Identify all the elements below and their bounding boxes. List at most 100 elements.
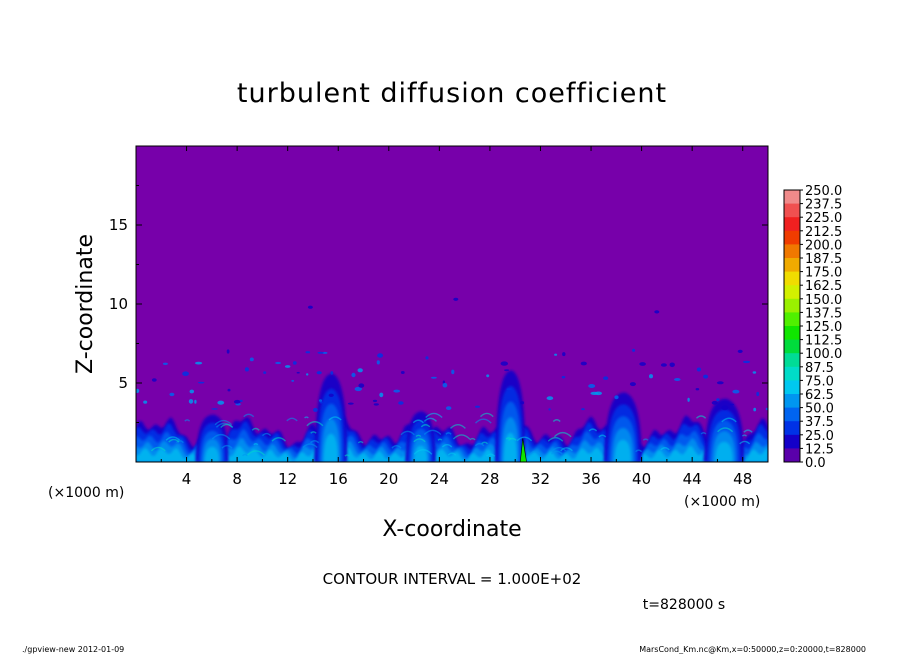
eddy-swirl xyxy=(437,438,443,441)
colorbar-label: 175.0 xyxy=(805,266,842,281)
turbulence-blob xyxy=(307,305,313,309)
eddy-swirl xyxy=(700,432,707,435)
colorbar-swatch xyxy=(784,366,800,381)
eddy-swirl xyxy=(447,452,457,456)
turbulence-blob xyxy=(639,362,646,366)
convective-plume xyxy=(614,439,631,462)
colorbar-swatch xyxy=(784,380,800,395)
turbulence-blob xyxy=(546,396,554,401)
plot-background xyxy=(136,146,768,462)
turbulence-blob xyxy=(319,401,323,404)
colorbar-label: 0.0 xyxy=(805,456,826,471)
eddy-swirl xyxy=(211,433,231,440)
colorbar-swatch xyxy=(784,271,800,286)
turbulence-blob xyxy=(590,391,599,395)
colorbar-label: 150.0 xyxy=(805,293,842,308)
turbulence-blob xyxy=(753,407,757,412)
turbulence-blob xyxy=(249,357,254,362)
eddy-swirl xyxy=(420,424,431,428)
eddy-swirl xyxy=(486,453,496,457)
eddy-swirl xyxy=(344,454,350,457)
colorbar-label: 100.0 xyxy=(805,347,842,362)
turbulence-blob xyxy=(453,297,459,301)
turbulence-blob xyxy=(400,371,405,374)
turbulence-blob xyxy=(737,349,743,353)
eddy-swirl xyxy=(412,419,424,424)
turbulence-blob xyxy=(506,388,512,390)
x-tick-label: 8 xyxy=(232,470,242,488)
eddy-swirl xyxy=(635,449,643,453)
colorbar-swatch xyxy=(784,244,800,259)
turbulence-blob xyxy=(284,365,291,368)
convective-plume xyxy=(204,446,220,462)
turbulence-blob xyxy=(696,367,702,372)
turbulence-blob xyxy=(379,392,384,398)
eddy-swirl xyxy=(516,436,533,442)
y-axis-label: Z-coordinate xyxy=(73,234,98,374)
turbulence-blob xyxy=(351,372,356,378)
turbulence-blob xyxy=(313,407,318,412)
turbulence-blob xyxy=(188,399,194,404)
eddy-swirl xyxy=(423,429,442,436)
eddy-swirl xyxy=(547,436,564,442)
time-label: t=828000 s xyxy=(643,597,725,613)
colorbar-label: 162.5 xyxy=(805,279,842,294)
eddy-swirl xyxy=(328,416,342,421)
eddy-swirl xyxy=(743,429,753,433)
colorbar: 250.0237.5225.0212.5200.0187.5175.0162.5… xyxy=(783,184,842,471)
convective-plume xyxy=(323,433,338,462)
eddy-swirl xyxy=(306,421,324,427)
turbulence-blob xyxy=(603,376,609,381)
x-tick-label: 28 xyxy=(480,470,499,488)
colorbar-label: 50.0 xyxy=(805,402,834,417)
colorbar-label: 25.0 xyxy=(805,429,834,444)
turbulence-blob xyxy=(732,389,740,394)
colorbar-label: 250.0 xyxy=(805,184,842,199)
eddy-swirl xyxy=(168,438,180,443)
eddy-swirl xyxy=(165,436,180,441)
turbulence-blob xyxy=(189,389,195,394)
turbulence-blob xyxy=(330,371,334,375)
eddy-swirl xyxy=(286,417,298,422)
eddy-swirl xyxy=(552,419,561,423)
colorbar-label: 200.0 xyxy=(805,238,842,253)
eddy-swirl xyxy=(425,412,443,419)
colorbar-swatch xyxy=(784,421,800,436)
colorbar-swatch xyxy=(784,203,800,218)
turbulence-blob xyxy=(195,361,203,365)
colorbar-swatch xyxy=(784,190,800,204)
eddy-swirl xyxy=(642,438,649,441)
eddy-swirl xyxy=(474,442,485,447)
turbulence-blob xyxy=(317,351,324,354)
eddy-swirl xyxy=(310,440,320,444)
turbulence-blob xyxy=(752,371,757,374)
colorbar-label: 187.5 xyxy=(805,252,842,267)
colorbar-swatch xyxy=(784,448,800,463)
eddy-swirl xyxy=(450,423,466,429)
eddy-swirl xyxy=(529,450,541,455)
colorbar-label: 75.0 xyxy=(805,374,834,389)
turbulence-blob xyxy=(136,388,140,393)
turbulence-blob xyxy=(393,389,401,393)
eddy-swirl xyxy=(481,441,488,445)
turbulence-blob xyxy=(632,348,636,352)
turbulence-blob xyxy=(354,386,362,392)
turbulence-blob xyxy=(430,376,437,379)
turbulence-blob xyxy=(318,399,323,402)
colorbar-swatch xyxy=(784,312,800,327)
turbulence-blob xyxy=(674,378,681,381)
turbulence-blob xyxy=(654,310,660,314)
footer-left: ./gpview-new 2012-01-09 xyxy=(22,645,124,654)
eddy-swirl xyxy=(400,430,415,436)
turbulence-blob xyxy=(306,373,309,376)
eddy-swirl xyxy=(253,443,259,446)
turbulence-blob xyxy=(194,399,197,404)
colorbar-swatch xyxy=(784,407,800,422)
turbulence-blob xyxy=(227,388,231,392)
y-tick-label: 15 xyxy=(109,216,128,234)
turbulence-blob xyxy=(695,388,700,391)
convective-plume xyxy=(503,432,517,462)
eddy-swirl xyxy=(357,441,364,444)
eddy-swirl xyxy=(739,440,751,445)
